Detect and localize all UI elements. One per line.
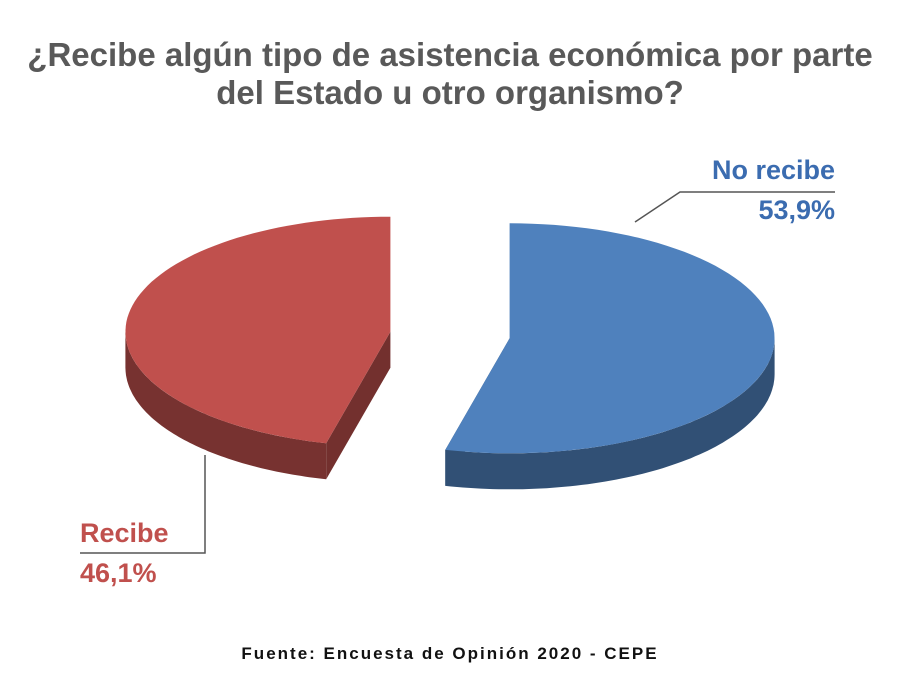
leader-line (80, 455, 206, 554)
slice-side (445, 338, 775, 490)
category-label: Recibe (80, 518, 169, 548)
leader-line (634, 191, 835, 223)
category-label: No recibe (712, 155, 835, 185)
slice (445, 223, 775, 454)
slice-side (125, 331, 327, 480)
source-note: Fuente: Encuesta de Opinión 2020 - CEPE (241, 644, 659, 663)
slice (125, 216, 391, 444)
value-label: 46,1% (80, 558, 157, 588)
chart-title: ¿Recibe algún tipo de asistencia económi… (27, 36, 873, 111)
value-label: 53,9% (758, 195, 835, 225)
slice-cut-face (326, 331, 391, 480)
